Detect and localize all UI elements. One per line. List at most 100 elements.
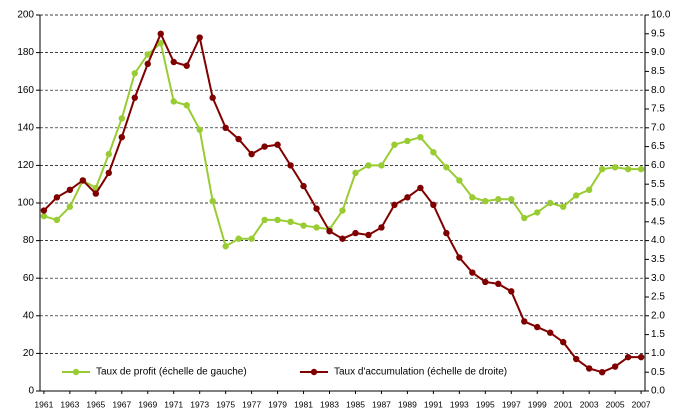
y2-tick-label: 5.0 [651,198,665,209]
data-point [404,194,411,201]
data-point [482,278,489,286]
x-tick-label: 1991 [424,399,443,409]
data-point [637,353,645,361]
data-point [624,165,632,173]
data-point [521,318,528,325]
data-point [313,224,320,231]
data-point [235,235,242,242]
data-point [637,165,645,173]
data-point [430,201,437,209]
data-point [417,184,424,192]
data-point [66,186,74,194]
data-point [469,269,476,276]
data-point [196,34,203,41]
y-tick-label: 140 [17,122,34,133]
y2-tick-label: 9.0 [651,47,665,58]
x-tick-label: 1985 [346,399,365,409]
data-point [417,134,424,141]
data-point [495,280,502,288]
y2-tick-label: 7.5 [651,104,665,115]
data-point [170,98,177,105]
data-point [183,102,190,109]
data-point [339,235,346,242]
x-tick-label: 1997 [502,399,521,409]
y-tick-label: 80 [23,235,35,246]
data-point [456,177,463,184]
data-point [598,369,606,376]
data-point [547,329,554,336]
x-tick-label: 1989 [398,399,417,409]
y2-tick-label: 4.0 [651,235,665,246]
data-point [131,70,138,77]
data-point [495,196,502,203]
data-point [585,186,593,194]
data-point [170,58,177,66]
data-point [469,194,476,201]
x-tick-label: 2005 [606,399,625,409]
data-point [391,141,398,148]
data-point [287,218,294,225]
y2-tick-label: 1.0 [651,348,665,359]
x-tick-label: 1975 [216,399,235,409]
y2-tick-label: 8.0 [651,85,665,96]
legend-marker [72,368,80,376]
data-point [105,169,113,177]
data-point [144,60,151,68]
data-point [365,162,372,169]
x-tick-label: 1969 [138,399,157,409]
data-point [624,353,632,361]
data-point [196,126,203,133]
data-point [313,205,320,212]
data-point [235,135,242,143]
data-point [352,229,359,237]
data-point [508,196,515,203]
x-tick-label: 2001 [554,399,573,409]
legend-box [50,360,540,384]
y2-tick-label: 9.5 [651,28,665,39]
data-point [261,216,268,224]
x-tick-label: 2003 [580,399,599,409]
x-tick-label: 1981 [294,399,313,409]
data-point [352,169,359,177]
legend-marker [310,368,318,376]
data-point [430,149,437,156]
data-point [560,338,567,346]
x-tick-label: 1961 [34,399,53,409]
x-tick-label: 1987 [372,399,391,409]
x-tick-label: 1963 [60,399,79,409]
y2-tick-label: 5.5 [651,179,665,190]
x-tick-label: 1973 [190,399,209,409]
data-point [482,197,489,205]
y-tick-label: 40 [23,310,35,321]
data-point [248,150,255,158]
data-point [391,201,398,209]
data-point [287,162,294,169]
y-tick-label: 100 [17,198,34,209]
data-point [443,229,450,237]
y2-tick-label: 6.0 [651,160,665,171]
x-tick-label: 1965 [86,399,105,409]
y2-tick-label: 3.5 [651,254,665,265]
legend-label: Taux d'accumulation (échelle de droite) [334,367,507,378]
data-point [261,143,268,150]
data-point [131,94,138,101]
y2-tick-label: 6.5 [651,141,665,152]
y-tick-label: 200 [17,10,34,21]
x-tick-label: 1977 [242,399,261,409]
data-point [248,235,255,242]
data-point [300,222,307,229]
data-point [274,141,281,148]
data-point [53,216,61,224]
x-tick-label: 1999 [528,399,547,409]
x-tick-label: 2007 [632,399,651,409]
data-point [79,177,87,184]
y-tick-label: 20 [23,348,35,359]
data-point [443,164,450,171]
data-point [326,228,333,235]
data-point [92,190,100,197]
x-tick-label: 1993 [450,399,469,409]
y2-tick-label: 2.5 [651,292,665,303]
y2-tick-label: 2.0 [651,310,665,321]
